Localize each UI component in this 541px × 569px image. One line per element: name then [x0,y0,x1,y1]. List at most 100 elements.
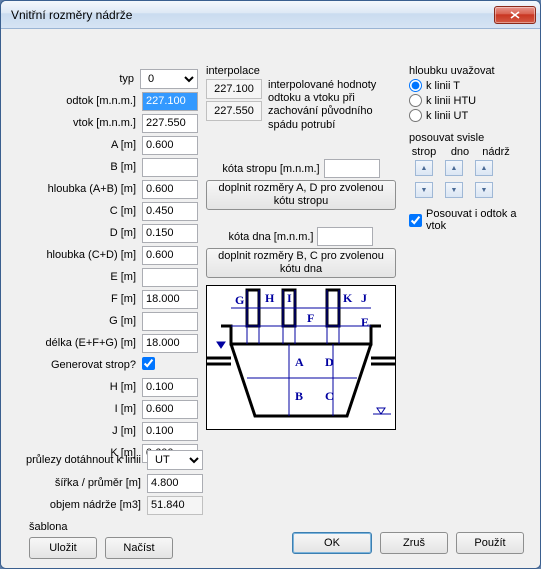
odtok-label: odtok [m.n.m.] [13,95,142,107]
A-input[interactable] [142,136,198,155]
pouzit-button[interactable]: Použít [456,532,524,554]
prulezy-label: průlezy dotáhnout k linii [13,454,147,466]
nacist-button[interactable]: Načíst [105,537,173,559]
diag-H: H [265,291,275,305]
kota-dna-button[interactable]: doplnit rozměry B, C pro zvolenou kótu d… [206,248,396,278]
spinner-dno-up[interactable]: ▲ [445,160,463,176]
interp-text: interpolované hodnoty odtoku a vtoku při… [268,79,396,132]
hloubku-title: hloubku uvažovat [409,65,524,77]
I-label: I [m] [13,403,142,415]
diag-D: D [325,355,334,369]
close-button[interactable] [494,6,536,24]
C-input[interactable] [142,202,198,221]
spinner-strop-down[interactable]: ▼ [415,182,433,198]
B-label: B [m] [13,161,142,173]
diag-E: E [361,315,369,329]
diag-I: I [287,291,292,305]
diag-K: K [343,291,353,305]
ok-button[interactable]: OK [292,532,372,554]
B-input[interactable] [142,158,198,177]
prulezy-select[interactable]: UT [147,450,203,470]
kota-stropu-input[interactable] [324,159,380,178]
objem-value: 51.840 [147,496,203,515]
E-input[interactable] [142,268,198,287]
vtok-label: vtok [m.n.m.] [13,117,142,129]
gen-checkbox[interactable] [142,357,155,370]
F-label: F [m] [13,293,142,305]
kota-stropu-button[interactable]: doplnit rozměry A, D pro zvolenou kótu s… [206,180,396,210]
CD-input[interactable] [142,246,198,265]
interp-val-1: 227.100 [206,79,262,99]
I-input[interactable] [142,400,198,419]
radio-linii-ut-input[interactable] [409,109,422,122]
AB-input[interactable] [142,180,198,199]
radio-linii-ut[interactable]: k linii UT [409,109,524,122]
hloubku-radios: k linii T k linii HTU k linii UT [409,79,524,122]
CD-label: hloubka (C+D) [m] [13,249,142,261]
H-input[interactable] [142,378,198,397]
hdr-strop: strop [409,146,439,158]
diag-C: C [325,389,334,403]
diagram-svg: G H I F K J E A D B C [207,286,395,429]
tank-diagram: G H I F K J E A D B C [206,285,396,430]
hdr-dno: dno [445,146,475,158]
diag-A: A [295,355,304,369]
typ-select[interactable]: 0 [140,69,198,89]
diag-J: J [361,291,367,305]
ulozit-button[interactable]: Uložit [29,537,97,559]
spinner-nadrz-down[interactable]: ▼ [475,182,493,198]
posouvat-title: posouvat svisle [409,132,524,144]
D-label: D [m] [13,227,142,239]
content-area: typ 0 odtok [m.n.m.] vtok [m.n.m.] A [m]… [1,29,540,568]
interpolace-title: interpolace [206,65,396,77]
spinner-nadrz-up[interactable]: ▲ [475,160,493,176]
spinner-strop: ▲ ▼ [415,160,433,198]
vtok-input[interactable] [142,114,198,133]
dialog-window: Vnitřní rozměry nádrže typ 0 odtok [m.n.… [0,0,541,569]
interpolace-group: interpolace 227.100 227.550 interpolovan… [206,65,396,132]
gen-label: Generovat strop? [13,359,142,371]
kota-stropu-group: kóta stropu [m.n.m.] doplnit rozměry A, … [206,159,396,210]
A-label: A [m] [13,139,142,151]
left-column: typ 0 odtok [m.n.m.] vtok [m.n.m.] A [m]… [13,69,198,465]
F-input[interactable] [142,290,198,309]
sablona-title: šablona [29,521,173,533]
spinner-nadrz: ▲ ▼ [475,160,493,198]
sablona-group: šablona Uložit Načíst [29,521,173,559]
radio-linii-t-input[interactable] [409,79,422,92]
posouvat-odtok-chk[interactable]: Posouvat i odtok a vtok [409,208,524,232]
spinner-strop-up[interactable]: ▲ [415,160,433,176]
diag-B: B [295,389,303,403]
sirka-input[interactable] [147,474,203,493]
spinner-dno: ▲ ▼ [445,160,463,198]
dialog-buttons: OK Zruš Použít [292,532,524,554]
posouvat-odtok-checkbox[interactable] [409,214,422,227]
G-label: G [m] [13,315,142,327]
J-label: J [m] [13,425,142,437]
spinner-dno-down[interactable]: ▼ [445,182,463,198]
radio-linii-htu-input[interactable] [409,94,422,107]
kota-dna-input[interactable] [317,227,373,246]
posouvat-group: posouvat svisle strop dno nádrž ▲ ▼ ▲ ▼ [409,132,524,232]
kota-dna-group: kóta dna [m.n.m.] doplnit rozměry B, C p… [206,227,396,278]
objem-label: objem nádrže [m3] [13,499,147,511]
C-label: C [m] [13,205,142,217]
kota-stropu-label: kóta stropu [m.n.m.] [222,163,319,175]
G-input[interactable] [142,312,198,331]
window-title: Vnitřní rozměry nádrže [11,8,494,22]
radio-linii-htu[interactable]: k linii HTU [409,94,524,107]
H-label: H [m] [13,381,142,393]
odtok-input[interactable] [142,92,198,111]
delka-input[interactable] [142,334,198,353]
diag-G: G [235,293,244,307]
zrus-button[interactable]: Zruš [380,532,448,554]
right-column: hloubku uvažovat k linii T k linii HTU k… [409,65,524,234]
interp-val-2: 227.550 [206,101,262,121]
J-input[interactable] [142,422,198,441]
kota-dna-label: kóta dna [m.n.m.] [229,231,314,243]
sirka-label: šířka / průměr [m] [13,477,147,489]
diag-F: F [307,311,314,325]
D-input[interactable] [142,224,198,243]
radio-linii-t[interactable]: k linii T [409,79,524,92]
typ-label: typ [13,73,140,85]
